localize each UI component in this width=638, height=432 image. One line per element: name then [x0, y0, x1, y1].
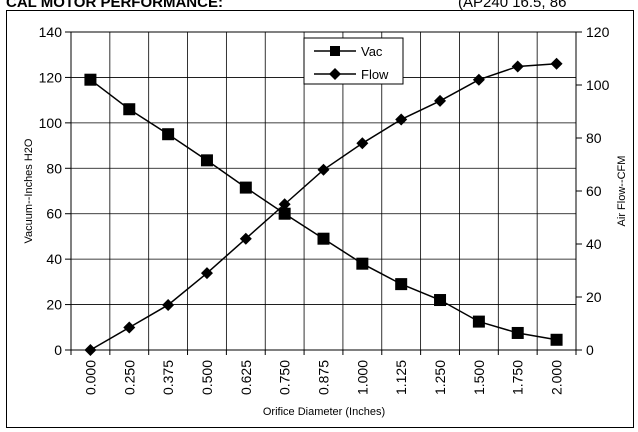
vac-point: [356, 257, 369, 270]
vac-point: [239, 181, 252, 194]
y-right-tick-label: 20: [586, 289, 602, 305]
x-tick-label: 0.500: [199, 360, 215, 395]
header-right-text: (AP240 16.5, 86: [458, 0, 567, 11]
y-right-tick-label: 60: [586, 183, 602, 199]
vac-point: [511, 326, 524, 339]
flow-point: [395, 113, 408, 126]
y-left-tick-label: 120: [39, 69, 63, 85]
x-tick-label: 1.250: [432, 360, 448, 395]
flow-point: [123, 321, 136, 334]
legend-box: [303, 37, 404, 85]
legend-vac-marker: [330, 46, 340, 56]
series-layer: [84, 57, 563, 356]
vac-point: [123, 103, 136, 116]
x-tick-label: 0.000: [82, 360, 98, 395]
y-right-tick-label: 40: [586, 236, 602, 252]
y-axis-right-title: Air Flow--CFM: [616, 156, 628, 227]
flow-point: [356, 137, 369, 150]
x-axis-title: Orifice Diameter (Inches): [263, 406, 385, 418]
vac-point: [550, 333, 563, 346]
vac-point: [278, 207, 291, 220]
header-left-text: CAL MOTOR PERFORMANCE:: [6, 0, 223, 11]
axes: 0 20 40 60 80 100 120 140 0 20 40 60 80 100 120 0.000 0.…: [39, 24, 610, 395]
x-tick-label: 0.625: [238, 360, 254, 395]
y-left-tick-label: 20: [46, 297, 62, 313]
vac-point: [84, 73, 97, 86]
series-line-vac: [89, 79, 557, 341]
y-left-tick-label: 80: [46, 160, 62, 176]
series-line-flow: [90, 63, 557, 351]
y-axis-left-title: Vacuum--Inches H2O: [23, 138, 35, 243]
flow-point: [278, 198, 291, 211]
y-right-tick-label: 0: [586, 342, 594, 358]
y-left-tick-label: 100: [39, 115, 63, 131]
x-tick-label: 0.750: [277, 360, 293, 395]
flow-point: [511, 60, 524, 73]
x-tick-label: 1.750: [510, 360, 526, 395]
x-tick-label: 2.000: [549, 360, 565, 395]
y-right-tick-label: 80: [586, 130, 602, 146]
vac-point: [200, 154, 213, 167]
flow-point: [317, 163, 330, 176]
x-tick-label: 1.000: [354, 360, 370, 395]
vac-point: [395, 278, 408, 291]
y-left-tick-label: 0: [54, 342, 62, 358]
flow-point: [239, 232, 252, 245]
vac-point: [472, 315, 485, 328]
x-tick-label: 1.125: [393, 360, 409, 395]
y-right-tick-label: 100: [586, 77, 610, 93]
flow-point: [550, 57, 563, 70]
vac-point: [162, 128, 175, 141]
y-right-tick-label: 120: [586, 24, 610, 40]
flow-point: [200, 267, 213, 280]
legend-flow-marker: [329, 68, 341, 80]
flow-point: [472, 73, 485, 86]
x-tick-label: 1.500: [471, 360, 487, 395]
y-left-tick-label: 60: [46, 206, 62, 222]
x-tick-label: 0.875: [316, 360, 332, 395]
chart-frame: [6, 10, 634, 428]
x-tick-label: 0.250: [121, 360, 137, 395]
vac-point: [434, 294, 447, 307]
legend: Vac Flow: [303, 37, 404, 85]
legend-vac-label: Vac: [361, 44, 383, 59]
y-left-tick-label: 40: [46, 251, 62, 267]
x-tick-label: 0.375: [160, 360, 176, 395]
legend-flow-label: Flow: [361, 67, 389, 82]
y-left-tick-label: 140: [39, 24, 63, 40]
flow-point: [84, 344, 97, 356]
flow-point: [162, 298, 175, 311]
flow-point: [434, 94, 447, 107]
vac-point: [317, 232, 330, 245]
